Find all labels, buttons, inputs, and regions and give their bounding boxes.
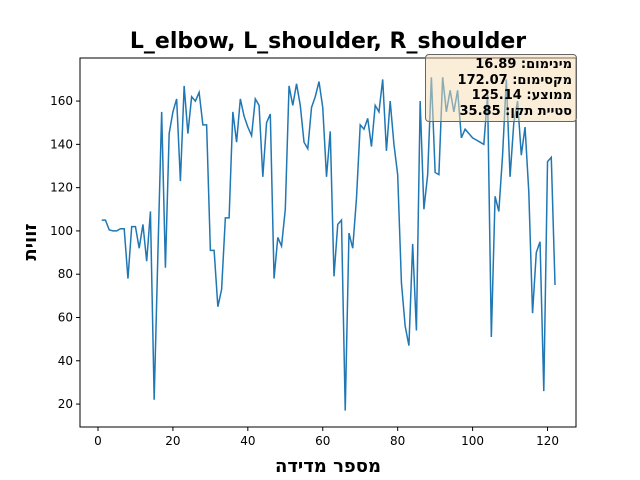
chart-title: L_elbow, L_shoulder, R_shoulder (130, 29, 526, 54)
x-tick-label: 100 (461, 434, 484, 448)
stats-box: מינימום: 16.89 מקסימום: 172.07 ממוצע: 125.… (425, 54, 577, 122)
y-tick-label: 60 (58, 310, 73, 324)
stat-line: סטיית תקן: 35.85 (459, 103, 573, 119)
x-tick-label: 0 (94, 434, 102, 448)
data-line (101, 77, 556, 411)
y-tick-label: 100 (50, 224, 73, 238)
stat-line: מינימום: 16.89 (475, 57, 572, 72)
y-axis-label: זווית (20, 223, 41, 260)
x-tick-label: 60 (315, 434, 330, 448)
y-tick-label: 20 (58, 397, 73, 411)
x-tick-label: 40 (240, 434, 255, 448)
x-tick-label: 120 (536, 434, 559, 448)
y-tick-label: 160 (50, 94, 73, 108)
plot-frame (79, 57, 577, 428)
x-tick-label: 20 (165, 434, 180, 448)
stat-line: ממוצע: 125.14 (471, 88, 572, 103)
stat-line: מקסימום: 172.07 (457, 72, 572, 88)
y-tick-label: 40 (58, 354, 73, 368)
y-tick-label: 80 (58, 267, 73, 281)
y-tick-label: 120 (50, 181, 73, 195)
y-tick-label: 140 (50, 137, 73, 151)
x-tick-label: 80 (390, 434, 405, 448)
x-axis-label: מספר מדידה (275, 456, 381, 477)
